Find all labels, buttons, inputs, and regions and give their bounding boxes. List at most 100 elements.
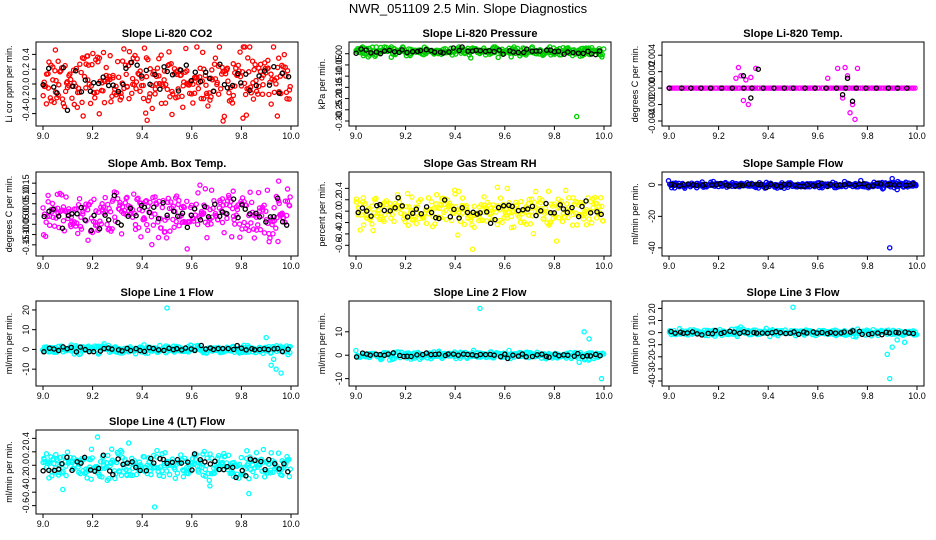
x-tick-label: 9.6: [186, 519, 199, 529]
data-point-black: [81, 454, 88, 461]
data-point: [488, 210, 495, 216]
data-point: [83, 85, 89, 91]
data-point-black: [564, 49, 571, 55]
data-point-black: [529, 203, 536, 210]
data-point-black: [689, 329, 696, 335]
outlier-point: [884, 351, 890, 358]
data-point-black: [271, 63, 277, 70]
data-point-black: [96, 226, 103, 232]
outlier-point: [839, 95, 846, 101]
data-point: [207, 451, 213, 457]
x-tick-label: 10.0: [908, 391, 926, 401]
data-point-black: [235, 70, 241, 77]
x-tick-label: 9.2: [399, 131, 412, 141]
data-point-black: [262, 466, 268, 473]
outlier-point: [894, 337, 900, 343]
y-tick-label: 0.0: [21, 459, 31, 472]
data-point-black: [853, 85, 859, 91]
data-point: [172, 475, 179, 482]
y-tick-label: 0: [21, 347, 31, 352]
data-point: [164, 86, 171, 93]
data-point-black: [814, 330, 820, 336]
plot-panel-10: Slope Line 4 (LT) Flow ml/min per min. 9.0…: [4, 416, 300, 529]
data-point-black: [895, 330, 902, 336]
data-point-black: [249, 345, 255, 352]
data-point: [108, 98, 114, 105]
y-tick-label: 0.004: [647, 44, 657, 67]
data-point-black: [60, 64, 67, 71]
data-point: [155, 234, 162, 241]
data-point-black: [698, 85, 704, 91]
data-point: [228, 233, 235, 240]
data-point: [162, 450, 168, 456]
outlier-point: [275, 178, 282, 184]
data-point-black: [100, 452, 107, 458]
data-point: [421, 215, 427, 221]
data-point: [60, 454, 67, 460]
data-point: [152, 211, 158, 217]
data-point-black: [409, 210, 416, 217]
x-tick-label: 9.4: [136, 261, 149, 271]
x-tick-label: 9.0: [350, 261, 363, 271]
data-point-black: [800, 329, 807, 335]
data-point-black: [428, 209, 435, 216]
data-point: [227, 464, 233, 470]
data-point-black: [216, 213, 223, 220]
data-point: [880, 185, 887, 191]
data-point-black: [833, 85, 840, 91]
data-point: [461, 221, 468, 228]
data-point: [91, 196, 97, 203]
data-point: [65, 206, 72, 212]
data-point-black: [189, 467, 195, 473]
data-points: [353, 305, 607, 382]
data-point: [195, 190, 201, 196]
data-point-black: [414, 352, 420, 358]
data-point-black: [740, 73, 747, 79]
data-point: [105, 452, 111, 459]
y-tick-label: 20: [647, 303, 657, 313]
y-tick-label: 0.4: [21, 48, 31, 61]
data-point: [452, 191, 458, 197]
data-point: [84, 206, 91, 213]
panel-title: Slope Amb. Box Temp.: [108, 158, 227, 170]
data-point-black: [758, 181, 764, 188]
y-tick-label: 10: [21, 325, 31, 335]
data-point: [204, 221, 211, 228]
outlier-point: [164, 305, 170, 311]
data-point-black: [217, 61, 223, 67]
data-point-black: [50, 206, 56, 212]
data-point-black: [515, 353, 522, 359]
outlier-point: [748, 74, 754, 81]
data-point-black: [556, 352, 562, 359]
data-point-black: [201, 203, 208, 210]
data-point-black: [850, 328, 856, 334]
data-point: [40, 92, 46, 99]
data-point: [240, 115, 246, 121]
data-point-black: [861, 181, 867, 187]
data-point: [152, 86, 159, 92]
outlier-point: [273, 366, 279, 372]
data-point: [122, 62, 129, 68]
data-point: [394, 191, 401, 198]
data-point-black: [699, 332, 705, 338]
data-point-black: [206, 75, 213, 82]
data-point: [261, 202, 267, 208]
data-point: [174, 470, 181, 476]
y-axis-label: ml/min per min.: [4, 313, 14, 375]
data-point: [494, 221, 501, 228]
data-point-black: [238, 345, 245, 351]
data-points: [40, 434, 294, 510]
data-point-black: [118, 222, 124, 228]
data-point-black: [191, 451, 198, 457]
data-point: [131, 191, 137, 197]
data-point-black: [205, 214, 212, 220]
data-point: [58, 192, 65, 198]
data-point-black: [504, 355, 511, 362]
outlier-point: [738, 73, 744, 79]
data-point-black: [137, 467, 143, 474]
data-point: [242, 44, 248, 50]
data-point: [148, 213, 155, 220]
data-point: [574, 222, 580, 228]
outlier-point: [842, 64, 848, 71]
data-point: [194, 221, 201, 228]
